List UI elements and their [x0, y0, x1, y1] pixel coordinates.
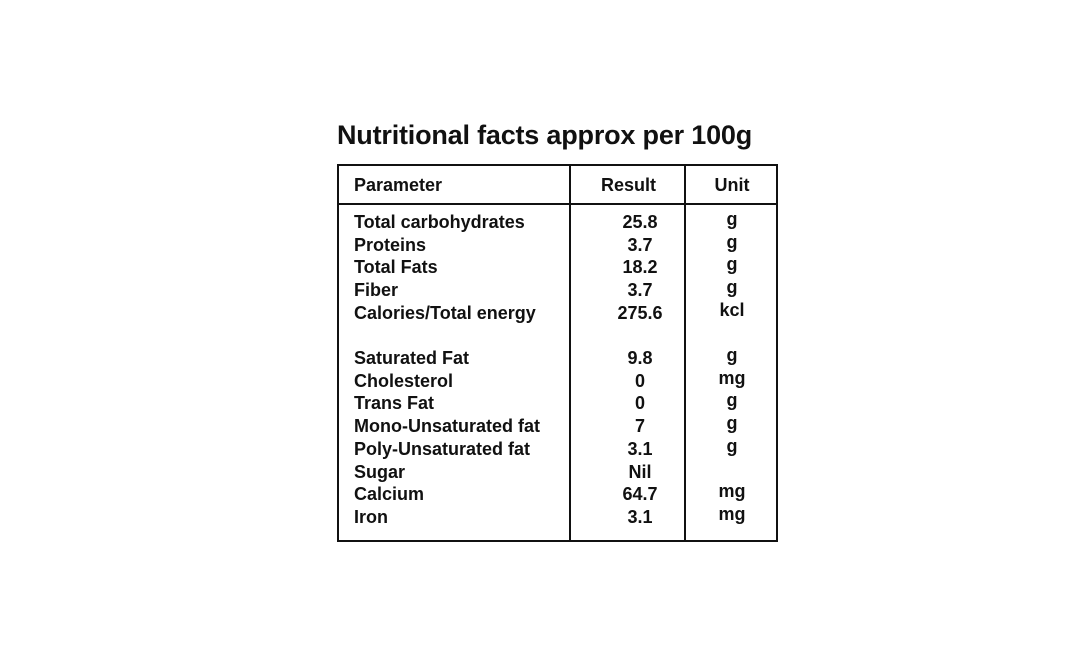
parameter: Calcium [354, 484, 425, 505]
unit: g [726, 277, 738, 298]
result: 3.1 [627, 506, 653, 527]
unit: mg [718, 481, 746, 502]
result: 3.7 [627, 234, 653, 255]
header-divider [337, 203, 778, 205]
parameter: Sugar [354, 461, 406, 482]
unit: g [726, 209, 738, 229]
result: 275.6 [617, 302, 663, 323]
parameter: Fiber [354, 280, 399, 301]
parameter: Total carbohydrates [354, 212, 525, 232]
table-border [337, 164, 778, 542]
result: Nil [628, 461, 652, 482]
unit: g [726, 390, 738, 411]
result: 3.7 [627, 280, 653, 301]
title: Nutritional facts approx per 100g [337, 120, 752, 150]
unit: mg [718, 503, 746, 524]
unit: g [726, 435, 738, 456]
result: 7 [634, 416, 645, 437]
unit: kcl [719, 299, 745, 320]
parameter: Cholesterol [354, 370, 454, 391]
parameter: Total Fats [354, 257, 438, 278]
header-result: Result [600, 175, 656, 195]
header-parameter: Parameter [354, 175, 443, 195]
result: 64.7 [622, 484, 658, 505]
parameter: Proteins [354, 234, 427, 255]
parameter: Poly-Unsaturated fat [354, 438, 531, 459]
result: 0 [634, 370, 645, 391]
result: 9.8 [627, 348, 653, 368]
unit: g [726, 231, 738, 252]
unit: g [726, 254, 738, 275]
column-divider [684, 164, 686, 540]
column-divider [569, 164, 571, 540]
result: 3.1 [627, 438, 653, 459]
result: 0 [634, 393, 645, 414]
header-unit: Unit [714, 175, 750, 195]
unit: g [726, 413, 738, 434]
unit: mg [718, 367, 746, 388]
result: 18.2 [622, 257, 658, 278]
parameter: Calories/Total energy [354, 302, 536, 323]
parameter: Trans Fat [354, 393, 435, 414]
result: 25.8 [622, 212, 658, 232]
unit: g [726, 345, 738, 365]
parameter: Saturated Fat [354, 348, 470, 368]
parameter: Iron [354, 506, 388, 527]
parameter: Mono-Unsaturated fat [354, 416, 540, 437]
